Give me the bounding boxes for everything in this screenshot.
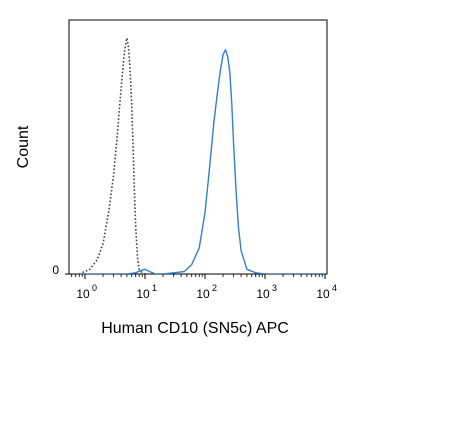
plot-frame [68,19,328,275]
x-tick-exponent: 4 [332,283,337,293]
x-tick-label: 10 [196,287,210,301]
series-line-2 [79,49,325,274]
x-tick-label: 10 [256,287,270,301]
x-tick-exponent: 0 [92,283,97,293]
x-tick-exponent: 3 [272,283,277,293]
y-tick-label: 0 [52,263,59,277]
series-layer [78,37,325,274]
x-tick-exponent: 2 [212,283,217,293]
x-tick-label: 10 [136,287,150,301]
x-tick-label: 10 [316,287,330,301]
y-axis-title: Count [15,125,32,168]
x-axis-title: Human CD10 (SN5c) APC [101,320,289,337]
label-layer: 10 0 10 1 10 2 10 3 10 40 [52,263,337,301]
series-line-1 [78,37,156,274]
x-tick-exponent: 1 [152,283,157,293]
tick-layer [65,273,326,279]
x-tick-label: 10 [76,287,90,301]
